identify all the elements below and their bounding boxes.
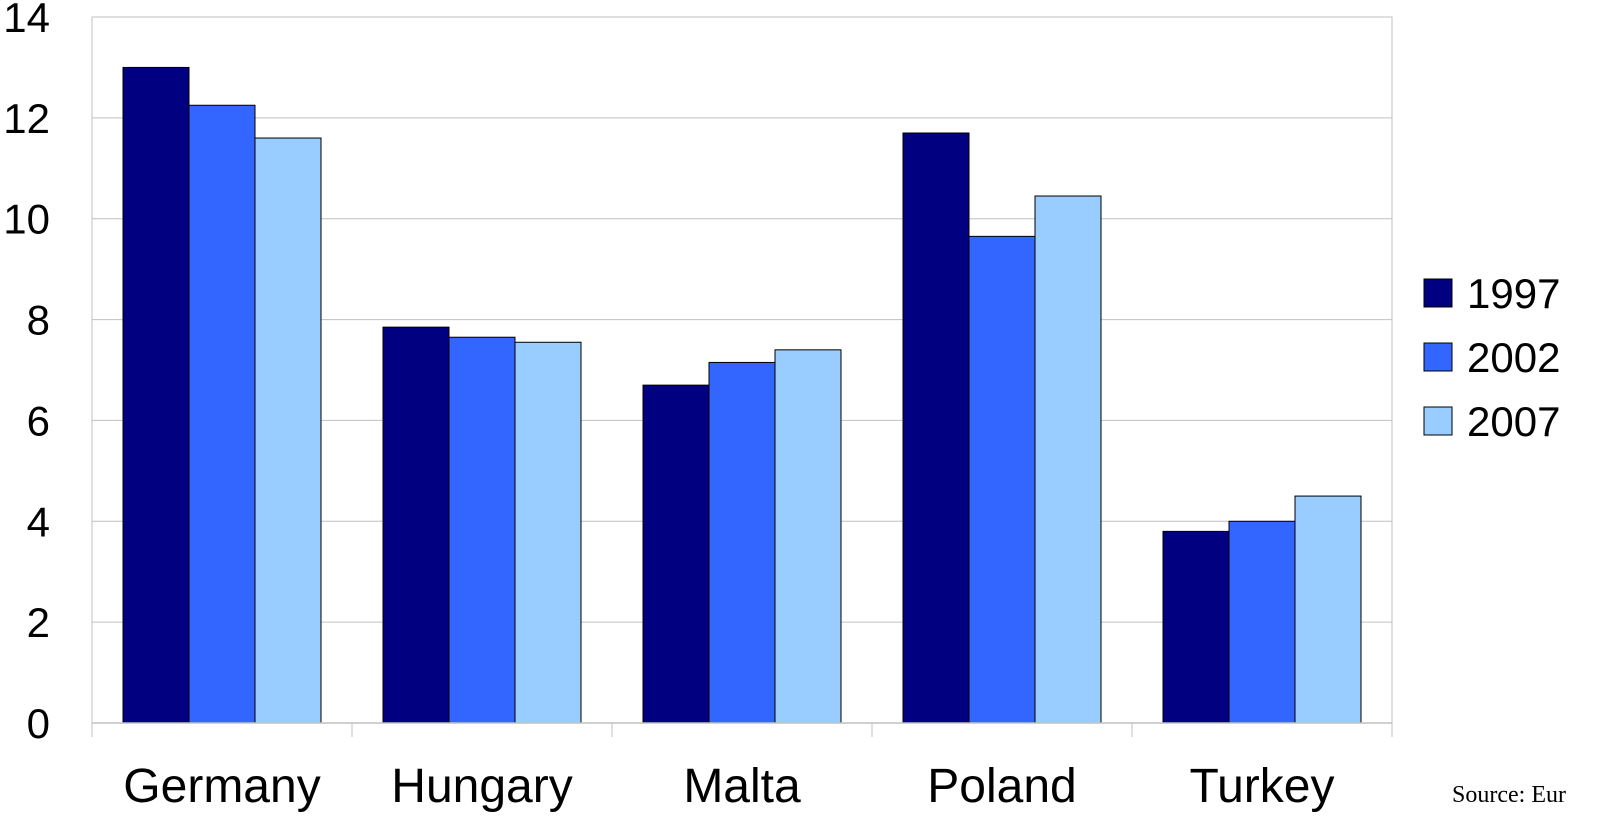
bar-hungary-2007 <box>514 341 582 724</box>
bar-malta-1997 <box>642 384 710 724</box>
bar-germany-1997 <box>122 66 190 724</box>
y-tick-label: 12 <box>3 95 50 142</box>
bar-malta-2007 <box>774 349 842 724</box>
legend-label: 1997 <box>1467 270 1560 317</box>
x-category-label: Malta <box>683 760 801 813</box>
y-tick-label: 4 <box>27 498 50 545</box>
bar-hungary-2002 <box>448 336 516 724</box>
x-category-label: Hungary <box>391 760 572 813</box>
y-tick-label: 0 <box>27 700 50 747</box>
axes <box>91 16 1393 737</box>
x-category-label: Germany <box>123 760 320 813</box>
legend-label: 2007 <box>1467 398 1560 445</box>
bar-turkey-2002 <box>1228 520 1296 724</box>
legend: 1997 2002 2007 <box>1423 270 1560 445</box>
x-category-label: Turkey <box>1190 760 1335 813</box>
x-axis-category-labels: Germany Hungary Malta Poland Turkey <box>123 760 1334 813</box>
legend-swatch-1997 <box>1423 278 1453 308</box>
bar-turkey-2007 <box>1294 495 1362 724</box>
bar-germany-2002 <box>188 104 256 724</box>
bar-poland-2007 <box>1034 195 1102 724</box>
y-axis-tick-labels: 0 2 4 6 8 10 12 14 <box>3 0 50 747</box>
source-note: Source: Eur <box>1452 782 1566 808</box>
y-tick-label: 14 <box>3 0 50 41</box>
bars <box>122 66 1362 724</box>
bar-poland-2002 <box>968 235 1036 724</box>
bar-turkey-1997 <box>1162 530 1230 724</box>
y-tick-label: 2 <box>27 599 50 646</box>
bar-poland-1997 <box>902 132 970 724</box>
y-tick-label: 8 <box>27 297 50 344</box>
bar-germany-2007 <box>254 137 322 724</box>
legend-label: 2002 <box>1467 334 1560 381</box>
bar-malta-2002 <box>708 361 776 724</box>
y-tick-label: 10 <box>3 196 50 243</box>
y-tick-label: 6 <box>27 397 50 444</box>
legend-swatch-2002 <box>1423 342 1453 372</box>
legend-swatch-2007 <box>1423 406 1453 436</box>
bar-hungary-1997 <box>382 326 450 724</box>
x-category-label: Poland <box>927 760 1076 813</box>
